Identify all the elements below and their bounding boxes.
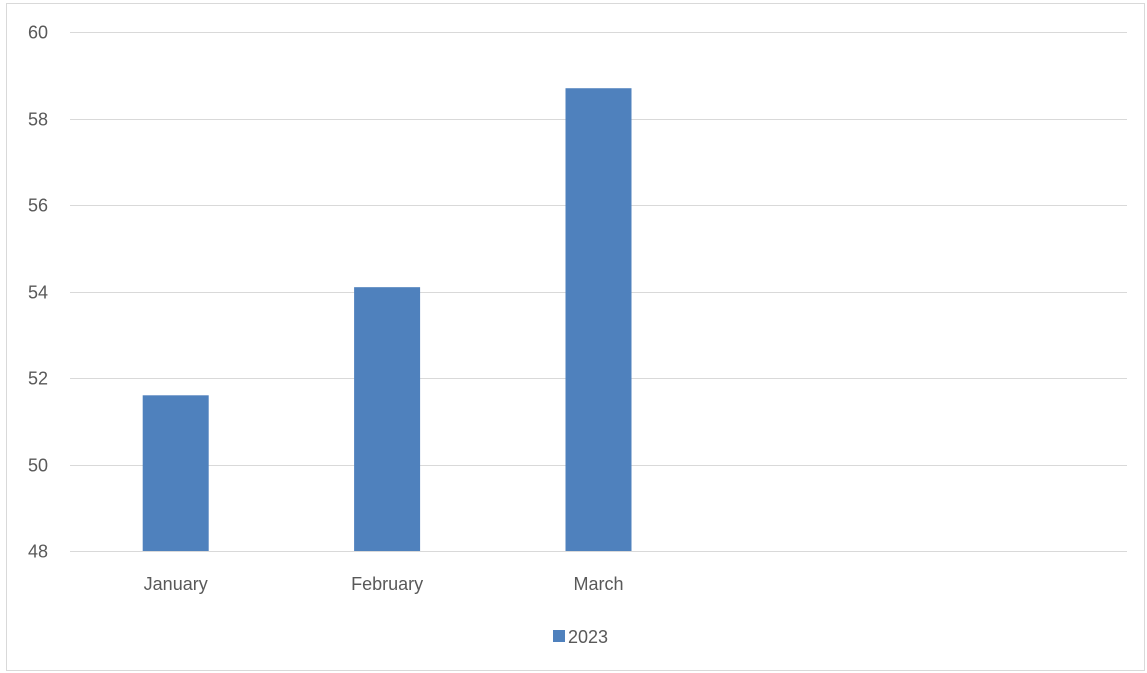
legend-swatch-2023 <box>553 630 565 642</box>
x-tick-label-february: February <box>351 574 423 594</box>
y-tick-label-58: 58 <box>28 110 48 130</box>
bars <box>142 88 632 551</box>
legend: 2023 <box>553 627 608 647</box>
y-tick-label-50: 50 <box>28 456 48 476</box>
y-tick-label-52: 52 <box>28 369 48 389</box>
bar-march <box>565 88 632 551</box>
y-tick-label-56: 56 <box>28 196 48 216</box>
y-tick-label-60: 60 <box>28 23 48 43</box>
y-tick-label-48: 48 <box>28 542 48 562</box>
x-tick-label-march: March <box>573 574 623 594</box>
y-axis-ticks: 48 50 52 54 56 58 60 <box>28 23 48 562</box>
bar-january <box>142 395 209 551</box>
x-axis-ticks: January February March <box>144 574 624 594</box>
bar-february <box>354 287 421 551</box>
legend-label-2023: 2023 <box>568 627 608 647</box>
x-tick-label-january: January <box>144 574 208 594</box>
y-tick-label-54: 54 <box>28 283 48 303</box>
